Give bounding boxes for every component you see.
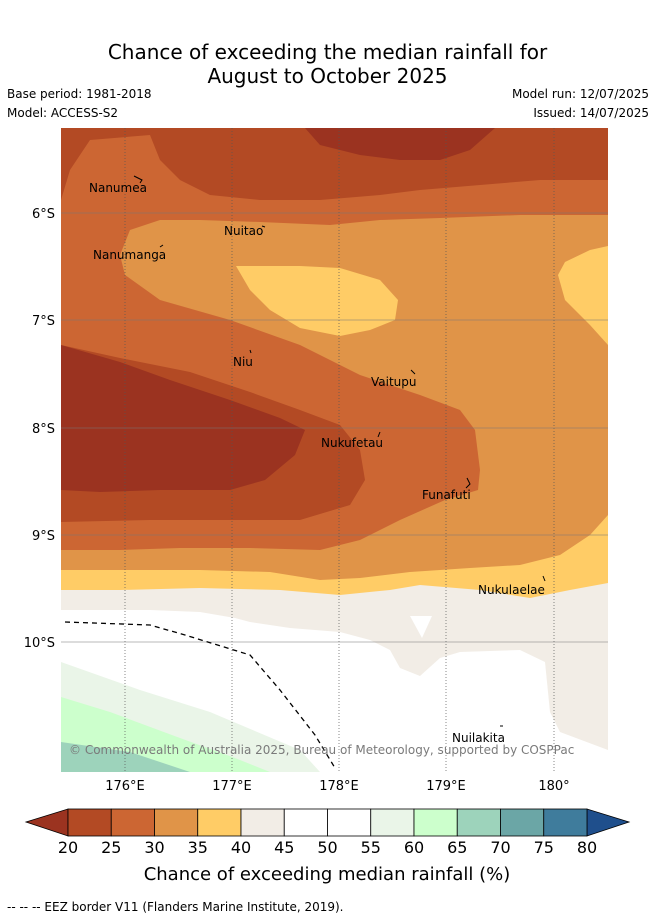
colorbar-under-arrow — [24, 808, 69, 837]
model-run: Model run: 12/07/2025 — [511, 87, 649, 101]
place-label-funafuti: Funafuti — [422, 488, 471, 502]
eez-border — [64, 621, 336, 769]
place-label-nanumea: Nanumea — [89, 181, 147, 195]
contour-gap — [410, 616, 432, 638]
colorbar-segment — [327, 808, 372, 837]
colorbar-tick-label: 20 — [58, 838, 78, 857]
colorbar-tick-label: 75 — [534, 838, 554, 857]
contour-pocket-center — [236, 266, 398, 336]
island-niu — [249, 349, 252, 354]
island-nukufetau — [377, 431, 381, 438]
colorbar-over-arrow — [586, 808, 631, 837]
model-name: Model: ACCESS-S2 — [7, 106, 119, 120]
colorbar-tick-label: 45 — [274, 838, 294, 857]
lat-label-7s: 7°S — [32, 314, 55, 329]
place-label-nuilakita: Nuilakita — [452, 731, 505, 745]
map-title-line2: August to October 2025 — [207, 64, 448, 88]
island-nanumanga — [159, 244, 164, 248]
lat-label-10s: 10°S — [24, 636, 55, 651]
place-label-nuitao: Nuitao — [224, 224, 263, 238]
longitude-tick-labels: 176°E 177°E 178°E 179°E 180° — [105, 779, 569, 794]
place-label-nanumanga: Nanumanga — [93, 248, 166, 262]
contour-65-70 — [61, 742, 190, 772]
lon-label-178e: 178°E — [319, 779, 359, 794]
colorbar-tick-label: 50 — [317, 838, 337, 857]
contour-fill: Nanumea Nuitao Nanumanga Niu Vaitupu Nuk… — [61, 128, 608, 772]
colorbar-segment — [197, 808, 242, 837]
graticule — [124, 128, 555, 772]
place-label-niu: Niu — [233, 355, 253, 369]
colorbar-tick-label: 55 — [361, 838, 381, 857]
colorbar-segment — [370, 808, 415, 837]
contour-below-20-north — [305, 128, 495, 160]
copyright-notice: © Commonwealth of Australia 2025, Bureau… — [69, 743, 574, 757]
colorbar-tick-label: 35 — [188, 838, 208, 857]
latitude-lines — [61, 212, 608, 643]
islands — [133, 175, 546, 727]
lat-label-6s: 6°S — [32, 207, 55, 222]
lon-label-176e: 176°E — [105, 779, 145, 794]
colorbar-tick-labels: 20 25 30 35 40 45 50 55 60 65 70 75 80 — [58, 838, 597, 857]
colorbar-tick-label: 65 — [447, 838, 467, 857]
island-nuitao — [261, 225, 266, 228]
lat-label-9s: 9°S — [32, 529, 55, 544]
colorbar-segment — [110, 808, 155, 837]
colorbar-segment — [154, 808, 199, 837]
island-nukulaelae — [542, 575, 546, 582]
latitude-tick-labels: 6°S 7°S 8°S 9°S 10°S — [24, 207, 55, 651]
eez-footer-note: -- -- -- EEZ border V11 (Flanders Marine… — [7, 900, 344, 914]
colorbar-tick-label: 30 — [144, 838, 164, 857]
issued-date: Issued: 14/07/2025 — [533, 106, 649, 120]
base-period: Base period: 1981-2018 — [7, 87, 152, 101]
contour-below-20-west — [61, 345, 305, 492]
colorbar-segment — [456, 808, 501, 837]
colorbar-segment — [543, 808, 588, 837]
colorbar-tick-label: 25 — [101, 838, 121, 857]
colorbar-tick-label: 80 — [577, 838, 597, 857]
colorbar-title: Chance of exceeding median rainfall (%) — [144, 864, 511, 885]
colorbar-segment — [283, 808, 328, 837]
lat-label-8s: 8°S — [32, 422, 55, 437]
colorbar-segments — [67, 808, 588, 837]
place-label-nukufetau: Nukufetau — [321, 436, 383, 450]
place-label-vaitupu: Vaitupu — [371, 375, 417, 389]
colorbar-segment — [413, 808, 458, 837]
colorbar-segment — [500, 808, 545, 837]
map-title: Chance of exceeding the median rainfall … — [0, 40, 655, 88]
lon-label-179e: 179°E — [426, 779, 466, 794]
colorbar-segment — [240, 808, 285, 837]
colorbar-tick-label: 60 — [404, 838, 424, 857]
map-title-line1: Chance of exceeding the median rainfall … — [107, 40, 548, 64]
colorbar-tick-label: 70 — [490, 838, 510, 857]
island-vaitupu — [410, 369, 416, 375]
lon-label-177e: 177°E — [212, 779, 252, 794]
colorbar-segment — [67, 808, 112, 837]
island-funafuti — [465, 477, 471, 489]
island-nanumea — [133, 175, 143, 184]
lon-label-180: 180° — [538, 779, 569, 794]
place-label-nukulaelae: Nukulaelae — [478, 583, 545, 597]
colorbar: 20 25 30 35 40 45 50 55 60 65 70 75 80 Chance of exc… — [24, 808, 631, 885]
colorbar-tick-label: 40 — [231, 838, 251, 857]
